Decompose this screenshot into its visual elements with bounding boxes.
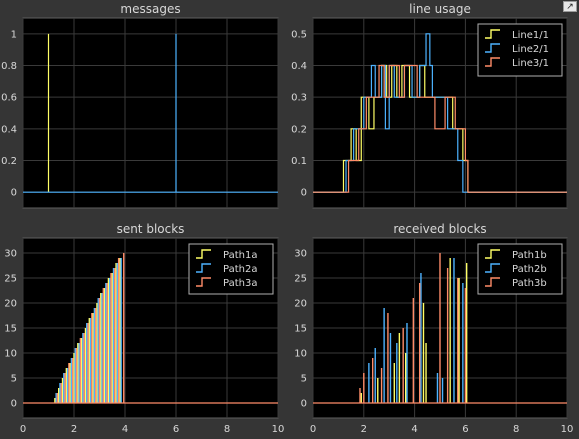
axes-title: line usage bbox=[409, 2, 471, 16]
x-tick-label: 0 bbox=[310, 424, 316, 435]
x-tick-label: 8 bbox=[513, 424, 519, 435]
y-tick-label: 30 bbox=[4, 249, 17, 260]
x-tick-label: 2 bbox=[361, 424, 367, 435]
y-tick-label: 25 bbox=[294, 274, 307, 285]
axes-title: sent blocks bbox=[117, 222, 185, 236]
data-layer bbox=[313, 253, 567, 404]
x-tick-label: 10 bbox=[272, 424, 285, 435]
data-layer bbox=[23, 253, 278, 404]
legend-swatch bbox=[485, 263, 500, 273]
axes-title: received blocks bbox=[393, 222, 486, 236]
legend-label: Path1a bbox=[223, 250, 257, 261]
x-tick-label: 4 bbox=[122, 424, 128, 435]
series-line1/1-line bbox=[313, 64, 567, 193]
legend[interactable]: Line1/1 Line2/1 Line3/1 bbox=[477, 23, 563, 77]
restore-icon[interactable]: ↗ bbox=[563, 1, 577, 12]
legend-box bbox=[477, 243, 563, 295]
legend-box bbox=[477, 23, 563, 77]
legend-label: Path3a bbox=[223, 278, 257, 289]
legend-swatch bbox=[196, 263, 211, 273]
legend-label: Path1b bbox=[512, 250, 547, 261]
legend-label: Path2a bbox=[223, 264, 257, 275]
x-tick-label: 4 bbox=[411, 424, 417, 435]
scope-axes-4[interactable]: received blocks 0 5 10 15 20 25 30 0 2 4 6 8 10 Path1b… bbox=[294, 222, 573, 435]
legend-label: Path3b bbox=[512, 278, 547, 289]
y-tick-label: 20 bbox=[294, 299, 307, 310]
legend-label: Path2b bbox=[512, 264, 547, 275]
y-tick-label: 1 bbox=[11, 29, 17, 40]
y-tick-label: 0.5 bbox=[291, 29, 307, 40]
y-tick-label: 0 bbox=[301, 188, 307, 199]
y-tick-label: 15 bbox=[4, 324, 17, 335]
legend-label: Line1/1 bbox=[512, 30, 549, 41]
x-tick-label: 10 bbox=[561, 424, 574, 435]
y-tick-label: 20 bbox=[4, 299, 17, 310]
y-tick-label: 0 bbox=[11, 188, 17, 199]
y-tick-label: 15 bbox=[294, 324, 307, 335]
x-tick-label: 0 bbox=[20, 424, 26, 435]
y-tick-label: 0.2 bbox=[1, 156, 17, 167]
y-tick-label: 10 bbox=[4, 349, 17, 360]
series-line3/1-line bbox=[313, 64, 567, 193]
scope-axes-2[interactable]: line usage 0 0.1 0.2 0.3 0.4 0.5 Line1/1 Line2/1… bbox=[291, 2, 568, 209]
y-tick-label: 25 bbox=[4, 274, 17, 285]
y-tick-label: 0 bbox=[301, 399, 307, 410]
y-tick-label: 0.4 bbox=[1, 124, 17, 135]
legend-label: Line3/1 bbox=[512, 58, 549, 69]
x-tick-label: 6 bbox=[173, 424, 179, 435]
data-layer bbox=[313, 33, 567, 193]
legend-swatch bbox=[485, 43, 500, 53]
legend-swatch bbox=[485, 277, 500, 287]
scope-axes-1[interactable]: messages 0 0.2 0.4 0.6 0.8 1 bbox=[1, 2, 279, 209]
y-tick-label: 5 bbox=[11, 374, 17, 385]
legend-swatch bbox=[196, 277, 211, 287]
x-tick-label: 6 bbox=[462, 424, 468, 435]
legend-box bbox=[188, 243, 274, 295]
legend[interactable]: Path1b Path2b Path3b bbox=[477, 243, 563, 295]
y-tick-label: 0.8 bbox=[1, 61, 17, 72]
y-tick-label: 5 bbox=[301, 374, 307, 385]
legend-swatch bbox=[485, 29, 500, 39]
y-tick-label: 30 bbox=[294, 249, 307, 260]
data-layer bbox=[23, 33, 278, 193]
y-tick-label: 0.6 bbox=[1, 93, 17, 104]
y-tick-label: 0.4 bbox=[291, 61, 307, 72]
axes-title: messages bbox=[120, 2, 180, 16]
y-tick-label: 0.2 bbox=[291, 124, 307, 135]
legend[interactable]: Path1a Path2a Path3a bbox=[188, 243, 274, 295]
axes-background bbox=[22, 17, 279, 209]
x-tick-label: 2 bbox=[71, 424, 77, 435]
y-tick-label: 0.3 bbox=[291, 93, 307, 104]
y-tick-label: 10 bbox=[294, 349, 307, 360]
legend-swatch bbox=[485, 249, 500, 259]
x-tick-label: 8 bbox=[224, 424, 230, 435]
y-tick-label: 0.1 bbox=[291, 156, 307, 167]
legend-swatch bbox=[485, 57, 500, 67]
legend-label: Line2/1 bbox=[512, 44, 549, 55]
y-tick-label: 0 bbox=[11, 399, 17, 410]
legend-swatch bbox=[196, 249, 211, 259]
